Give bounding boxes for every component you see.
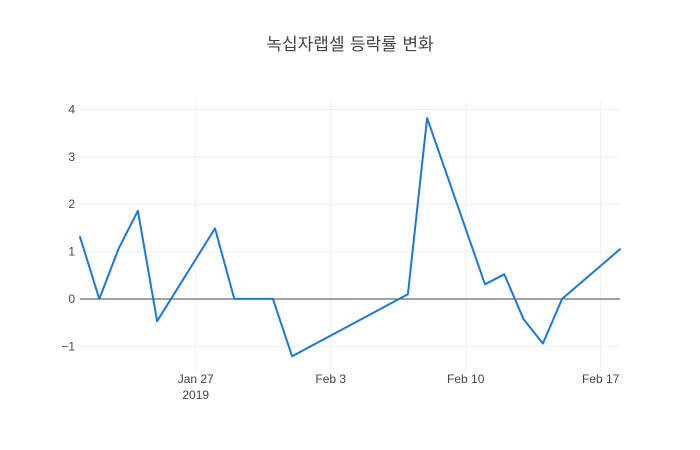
y-tick-label: 0 — [68, 292, 75, 306]
x-tick-label: Feb 10 — [447, 372, 485, 386]
y-tick-label: 1 — [68, 245, 75, 259]
y-tick-label: −1 — [61, 339, 75, 353]
y-tick-label: 4 — [68, 102, 75, 116]
y-tick-label: 3 — [68, 150, 75, 164]
x-tick-label: Feb 3 — [315, 372, 346, 386]
x-tick-sublabel: 2019 — [182, 388, 209, 402]
x-tick-label: Feb 17 — [582, 372, 620, 386]
x-tick-label: Jan 27 — [178, 372, 214, 386]
series-layer — [79, 117, 621, 358]
series-line — [79, 117, 621, 358]
y-tick-label: 2 — [68, 197, 75, 211]
grid-lines — [80, 100, 620, 370]
chart-title: 녹십자랩셀 등락률 변화 — [266, 35, 434, 55]
axes: Jan 27 2019 Feb 3 Feb 10 Feb 17 4 3 2 1 0 −1 — [61, 102, 620, 402]
